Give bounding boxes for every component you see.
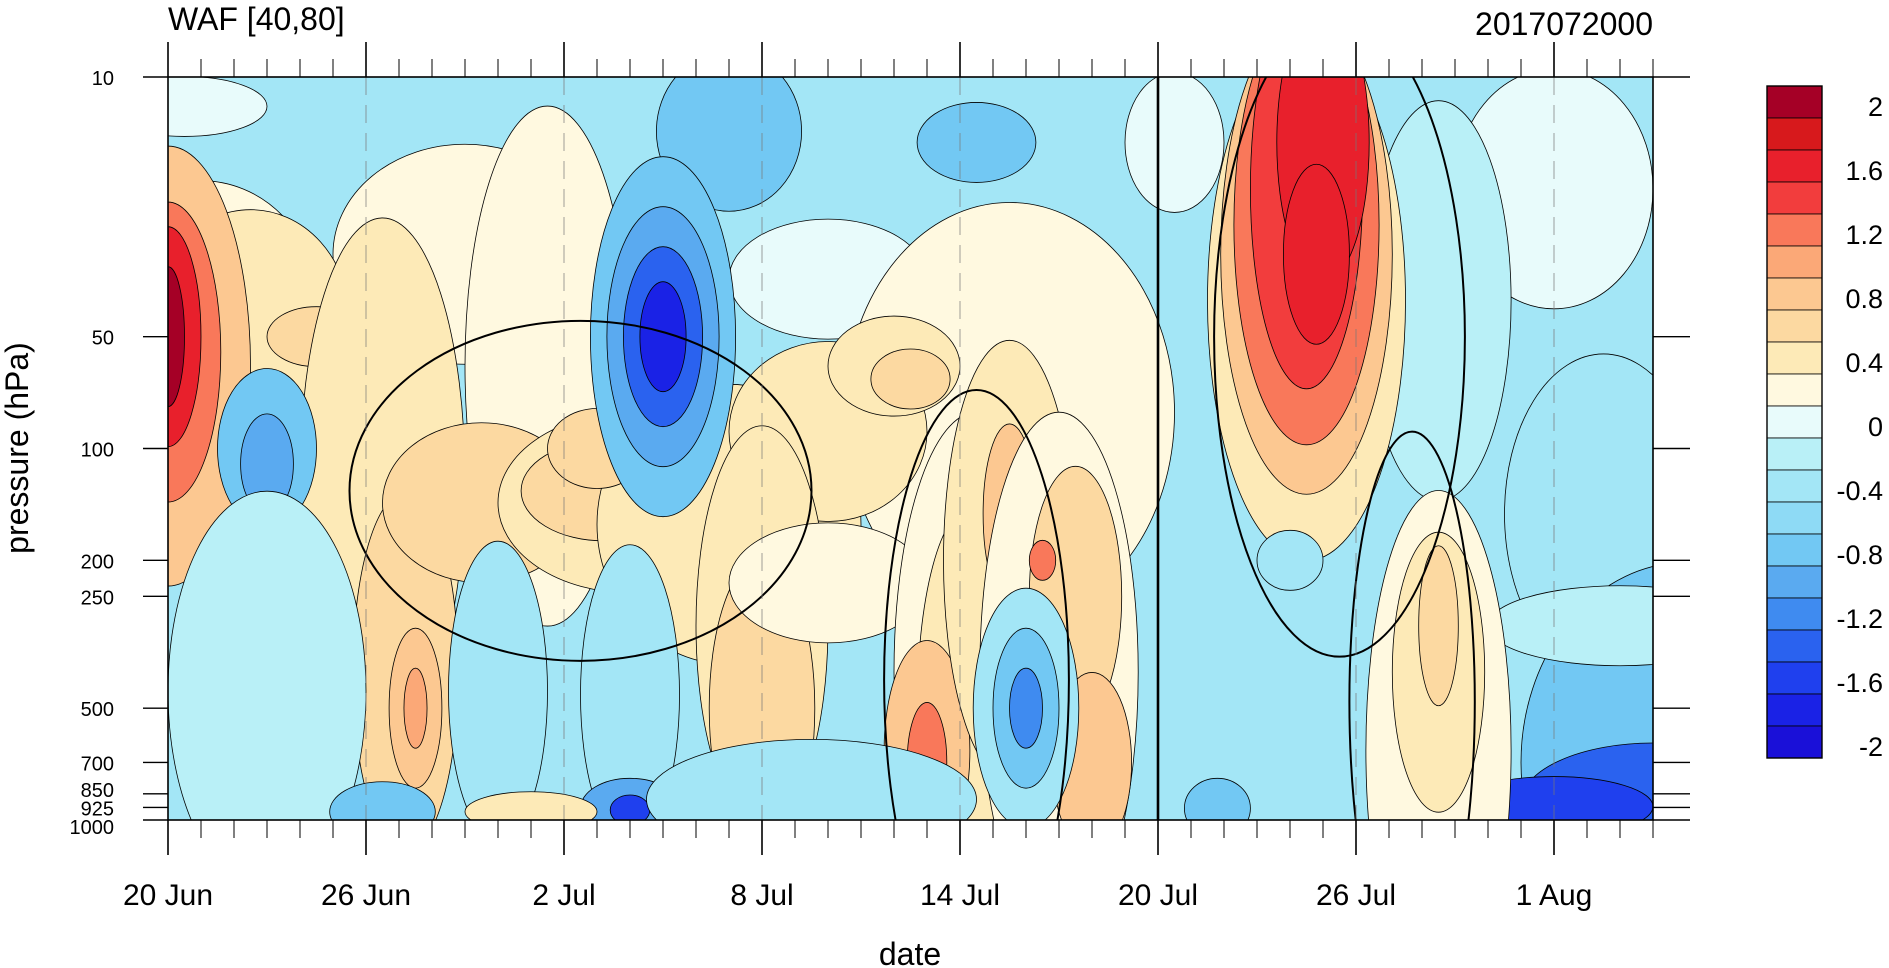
x-tick-label: 20 Jul <box>1118 879 1198 912</box>
contour-region <box>916 102 1037 183</box>
y-tick-label: 1000 <box>70 817 115 839</box>
colorbar-swatch <box>1766 437 1823 471</box>
colorbar-swatch <box>1766 277 1823 311</box>
colorbar-label: -0.4 <box>1836 476 1883 506</box>
x-tick-label: 14 Jul <box>920 879 1000 912</box>
colorbar-label: -1.2 <box>1836 604 1883 634</box>
x-tick-label: 1 Aug <box>1516 879 1593 912</box>
contour-region <box>1418 545 1459 707</box>
colorbar-swatch <box>1766 85 1823 119</box>
colorbar-swatch <box>1766 629 1823 663</box>
contour-region <box>168 77 268 137</box>
y-tick-label: 250 <box>81 587 114 609</box>
colorbar-swatch <box>1766 725 1823 759</box>
colorbar-swatch <box>1766 309 1823 343</box>
contour-region <box>1124 77 1225 213</box>
colorbar-label: -0.8 <box>1836 540 1883 570</box>
y-tick-label: 925 <box>81 798 114 820</box>
colorbar-swatch <box>1766 341 1823 375</box>
date-gridlines <box>365 77 1555 820</box>
colorbar-frame <box>1766 85 1823 759</box>
contour-region <box>1256 529 1324 591</box>
colorbar-swatch <box>1766 693 1823 727</box>
y-tick-label: 200 <box>81 551 114 573</box>
y-tick-label: 100 <box>81 440 114 462</box>
colorbar-label: 0.4 <box>1845 348 1883 378</box>
contour-region <box>1184 777 1251 820</box>
colorbar: 2 1.6 1.2 0.8 0.4 0 -0.4 -0.8 -1.2 -1.6 -2 <box>1766 85 1883 762</box>
chart-title: WAF [40,80] <box>168 1 345 37</box>
colorbar-swatch <box>1766 469 1823 503</box>
y-tick-label: 10 <box>92 68 114 90</box>
contour-region <box>1487 585 1653 667</box>
contour-region <box>1009 667 1043 749</box>
contour-region <box>870 348 951 410</box>
colorbar-swatch <box>1766 597 1823 631</box>
x-axis: 20 Jun 26 Jun 2 Jul 8 Jul 14 Jul 20 Jul 26 Jul… <box>123 42 1654 912</box>
contour-region <box>580 544 680 820</box>
y-axis-label: pressure (hPa) <box>0 342 35 554</box>
y-tick-label: 50 <box>92 328 114 350</box>
colorbar-label: 1.2 <box>1845 220 1883 250</box>
contour-region <box>448 540 548 820</box>
colorbar-swatch <box>1766 181 1823 215</box>
x-tick-label: 26 Jul <box>1316 879 1396 912</box>
contour-region <box>1283 163 1350 345</box>
zero-contour <box>348 319 813 662</box>
colorbar-label: 1.6 <box>1845 156 1883 186</box>
colorbar-swatch <box>1766 565 1823 599</box>
contour-region <box>639 281 687 393</box>
colorbar-label: 0.8 <box>1845 284 1883 314</box>
colorbar-label: -2 <box>1859 732 1883 762</box>
contour-region <box>646 738 977 820</box>
zero-contour <box>883 389 1070 820</box>
colorbar-swatch <box>1766 213 1823 247</box>
contour-region <box>329 781 436 820</box>
colorbar-swatch <box>1766 149 1823 183</box>
colorbar-swatch <box>1766 661 1823 695</box>
colorbar-swatch <box>1766 245 1823 279</box>
y-tick-label: 700 <box>81 753 114 775</box>
x-tick-label: 2 Jul <box>532 879 595 912</box>
y-tick-label: 850 <box>81 780 114 802</box>
contour-region <box>168 266 185 408</box>
colorbar-swatch <box>1766 533 1823 567</box>
zero-contour <box>1213 77 1466 658</box>
x-axis-label: date <box>879 936 941 968</box>
colorbar-swatch <box>1766 373 1823 407</box>
x-tick-label: 20 Jun <box>123 879 213 912</box>
colorbar-swatch <box>1766 117 1823 151</box>
colorbar-label: -1.6 <box>1836 668 1883 698</box>
colorbar-label: 2 <box>1868 92 1883 122</box>
zero-contour <box>1348 430 1476 820</box>
contour-region <box>168 490 367 820</box>
x-tick-label: 26 Jun <box>321 879 411 912</box>
contour-region <box>1028 539 1057 581</box>
contour-region <box>403 667 428 749</box>
colorbar-swatch <box>1766 501 1823 535</box>
colorbar-label: 0 <box>1868 412 1883 442</box>
y-tick-label: 500 <box>81 699 114 721</box>
x-tick-label: 8 Jul <box>730 879 793 912</box>
chart-date-stamp: 2017072000 <box>1475 6 1653 42</box>
contour-field <box>168 77 1653 820</box>
contour-lines <box>348 77 1476 820</box>
colorbar-swatch <box>1766 405 1823 439</box>
